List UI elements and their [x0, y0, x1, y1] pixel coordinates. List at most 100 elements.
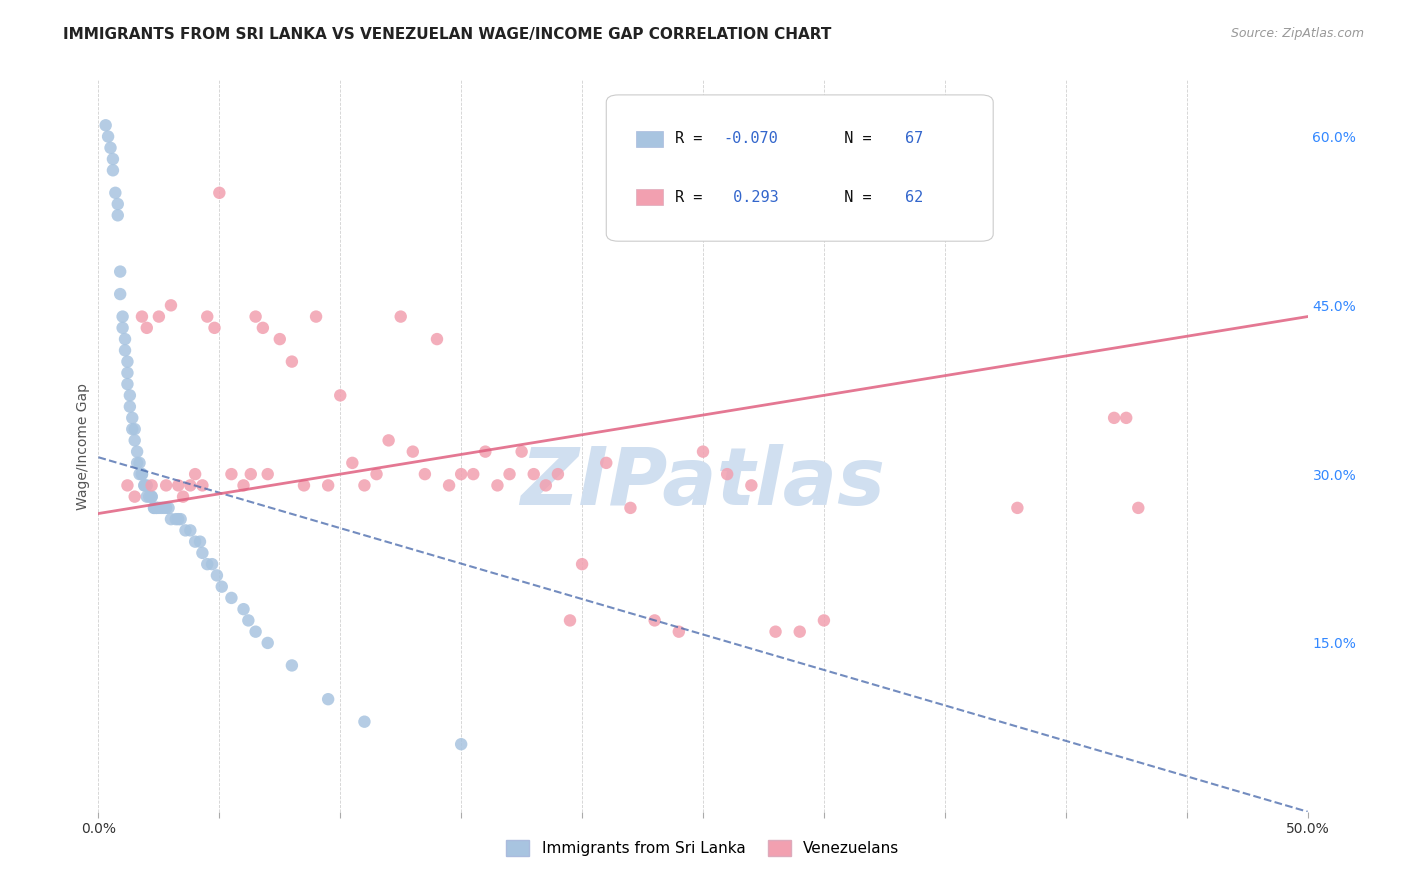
Point	[281, 354, 304, 368]
Point	[148, 500, 170, 515]
Point	[141, 490, 163, 504]
Point	[245, 310, 267, 324]
Text: 67: 67	[905, 131, 924, 146]
Point	[134, 478, 156, 492]
Point	[740, 478, 762, 492]
Point	[94, 118, 117, 132]
Point	[184, 534, 207, 549]
Point	[644, 614, 666, 628]
Point	[131, 467, 153, 482]
Point	[134, 478, 156, 492]
Point	[160, 512, 183, 526]
Point	[789, 624, 811, 639]
Point	[571, 557, 593, 571]
Point	[167, 478, 190, 492]
Point	[117, 377, 139, 392]
Point	[118, 400, 141, 414]
FancyBboxPatch shape	[637, 189, 664, 205]
Point	[256, 467, 278, 482]
Point	[184, 467, 207, 482]
Point	[366, 467, 388, 482]
Point	[169, 512, 191, 526]
Point	[547, 467, 569, 482]
Point	[135, 490, 157, 504]
Point	[121, 422, 143, 436]
Point	[450, 737, 472, 751]
Point	[256, 636, 278, 650]
Point	[172, 490, 194, 504]
Point	[252, 321, 274, 335]
Point	[269, 332, 291, 346]
Point	[128, 456, 150, 470]
Point	[238, 614, 260, 628]
FancyBboxPatch shape	[637, 131, 664, 147]
Point	[117, 478, 139, 492]
Point	[155, 500, 177, 515]
Y-axis label: Wage/Income Gap: Wage/Income Gap	[76, 383, 90, 509]
Text: 62: 62	[905, 190, 924, 205]
Point	[128, 467, 150, 482]
Point	[534, 478, 557, 492]
Point	[498, 467, 520, 482]
Point	[114, 343, 136, 358]
Point	[138, 490, 160, 504]
Point	[118, 388, 141, 402]
Point	[668, 624, 690, 639]
Point	[437, 478, 460, 492]
Point	[152, 500, 174, 515]
Point	[316, 692, 339, 706]
Point	[174, 524, 197, 538]
Point	[131, 467, 153, 482]
Point	[221, 467, 243, 482]
Point	[619, 500, 641, 515]
Point	[143, 500, 166, 515]
Point	[195, 557, 218, 571]
Point	[205, 568, 228, 582]
Point	[114, 332, 136, 346]
Point	[716, 467, 738, 482]
Text: -0.070: -0.070	[724, 131, 779, 146]
Point	[463, 467, 485, 482]
Point	[413, 467, 436, 482]
Point	[353, 714, 375, 729]
Point	[155, 478, 177, 492]
Text: Source: ZipAtlas.com: Source: ZipAtlas.com	[1230, 27, 1364, 40]
Legend: Immigrants from Sri Lanka, Venezuelans: Immigrants from Sri Lanka, Venezuelans	[501, 834, 905, 863]
Point	[167, 512, 190, 526]
Point	[329, 388, 352, 402]
Point	[191, 478, 214, 492]
Point	[191, 546, 214, 560]
Point	[143, 500, 166, 515]
Point	[141, 490, 163, 504]
Point	[353, 478, 375, 492]
Point	[232, 478, 254, 492]
Point	[160, 298, 183, 312]
Point	[1115, 410, 1137, 425]
Point	[486, 478, 509, 492]
Point	[558, 614, 581, 628]
Point	[188, 534, 211, 549]
Point	[117, 354, 139, 368]
Point	[141, 478, 163, 492]
Point	[124, 422, 146, 436]
Point	[101, 152, 124, 166]
Point	[100, 141, 122, 155]
Point	[281, 658, 304, 673]
Point	[342, 456, 364, 470]
Point	[389, 310, 412, 324]
FancyBboxPatch shape	[606, 95, 993, 241]
Point	[127, 444, 149, 458]
Point	[131, 310, 153, 324]
Point	[107, 208, 129, 222]
Point	[221, 591, 243, 605]
Point	[117, 366, 139, 380]
Text: 0.293: 0.293	[724, 190, 779, 205]
Point	[145, 500, 167, 515]
Point	[121, 410, 143, 425]
Point	[402, 444, 425, 458]
Text: ZIPatlas: ZIPatlas	[520, 443, 886, 522]
Point	[305, 310, 328, 324]
Point	[239, 467, 262, 482]
Point	[124, 434, 146, 448]
Text: R =: R =	[675, 190, 711, 205]
